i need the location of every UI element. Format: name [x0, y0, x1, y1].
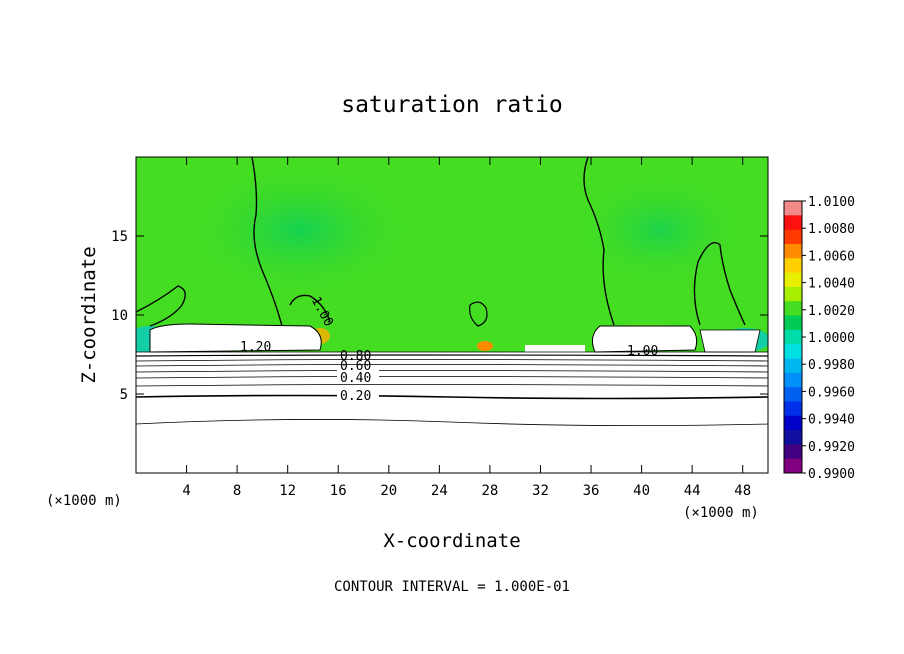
x-tick-label: 44 [684, 483, 701, 499]
field-moist-region [180, 160, 420, 300]
colorbar-swatch [784, 201, 802, 216]
contour-line [136, 370, 768, 373]
y-tick-label: 10 [111, 308, 128, 324]
contour-label: 0.80 [340, 349, 371, 364]
x-tick-label: 8 [233, 483, 241, 499]
colorbar-label: 1.0040 [808, 277, 855, 292]
contour-lines [136, 157, 768, 426]
contour-line [136, 419, 768, 426]
colorbar-label: 0.9980 [808, 358, 855, 373]
contour-label: 0.60 [340, 359, 371, 374]
colorbar-label: 1.0060 [808, 249, 855, 264]
colorbar-swatch [784, 329, 802, 345]
colorbar-label: 0.9900 [808, 467, 855, 482]
x-tick-label: 48 [734, 483, 751, 499]
y-axis-label: Z-coordinate [78, 246, 100, 383]
colorbar-label: 0.9960 [808, 385, 855, 400]
y-tick-label: 15 [111, 229, 128, 245]
colorbar-swatch [784, 358, 802, 374]
x-tick-label: 28 [481, 483, 498, 499]
contour-line [136, 364, 768, 367]
field-small-cell [477, 341, 493, 351]
contour-label: 0.20 [340, 389, 371, 404]
colorbar-swatch [784, 243, 802, 259]
contour-label: 1.00 [627, 344, 658, 359]
x-tick-label: 4 [182, 483, 190, 499]
y-axis: 5 10 15 [111, 229, 768, 403]
contour-line [693, 241, 746, 326]
unsaturated-layer [136, 352, 768, 473]
colorbar-swatch [784, 344, 802, 359]
field-moist-region [570, 170, 750, 290]
x-tick-label: 24 [431, 483, 448, 499]
colorbar-label: 1.0000 [808, 331, 855, 346]
x-tick-label: 12 [279, 483, 296, 499]
x-unit-left: (×1000 m) [46, 493, 122, 509]
contour-line [583, 157, 615, 326]
cloud-fragment [525, 345, 585, 352]
colorbar-label: 0.9920 [808, 440, 855, 455]
colorbar-swatch [784, 387, 802, 402]
x-tick-label: 16 [330, 483, 347, 499]
contour-line [136, 354, 768, 357]
x-unit-right: (×1000 m) [683, 505, 759, 521]
contour-line [136, 376, 768, 379]
colorbar-swatch [784, 229, 802, 245]
colorbar-swatch [784, 272, 802, 288]
colorbar: 1.0100 1.0080 1.0060 1.0040 1.0020 1.0000 0.99… [783, 195, 855, 482]
cloud-region-right-edge [699, 329, 761, 353]
colorbar-swatch [784, 372, 802, 388]
colorbar-swatch [784, 401, 802, 417]
x-tick-label: 20 [380, 483, 397, 499]
x-tick-label: 36 [583, 483, 600, 499]
y-tick-label: 5 [120, 387, 128, 403]
colorbar-label: 0.9940 [808, 413, 855, 428]
colorbar-swatch [784, 458, 802, 474]
colorbar-swatch [784, 415, 802, 431]
contour-line [136, 285, 186, 327]
x-tick-label: 40 [633, 483, 650, 499]
contour-line [136, 394, 768, 400]
x-axis-label: X-coordinate [383, 530, 520, 552]
colorbar-swatch [784, 286, 802, 302]
cloud-region-left [149, 323, 322, 353]
colorbar-label: 1.0100 [808, 195, 855, 210]
colorbar-swatch [784, 215, 802, 231]
contour-line [469, 301, 488, 327]
contour-interval-footer: CONTOUR INTERVAL = 1.000E-01 [334, 579, 570, 595]
colorbar-swatch [784, 430, 802, 445]
contour-line [289, 294, 331, 323]
x-tick-label: 32 [532, 483, 549, 499]
contour-label: 1.20 [240, 340, 271, 355]
colorbar-label: 1.0080 [808, 222, 855, 237]
x-axis: 4 8 12 16 20 24 28 32 36 40 44 48 [182, 157, 751, 499]
colorbar-swatch [784, 301, 802, 317]
colorbar-label: 1.0020 [808, 304, 855, 319]
colorbar-swatch [784, 315, 802, 331]
chart-title: saturation ratio [341, 92, 563, 118]
contour-label: 0.40 [340, 371, 371, 386]
colorbar-swatch [784, 444, 802, 460]
contour-line [136, 359, 768, 362]
contour-line [251, 157, 283, 327]
cloud-region-right [591, 325, 698, 353]
heatmap-field [136, 157, 768, 473]
colorbar-swatch [784, 258, 802, 274]
contour-line [136, 384, 768, 387]
